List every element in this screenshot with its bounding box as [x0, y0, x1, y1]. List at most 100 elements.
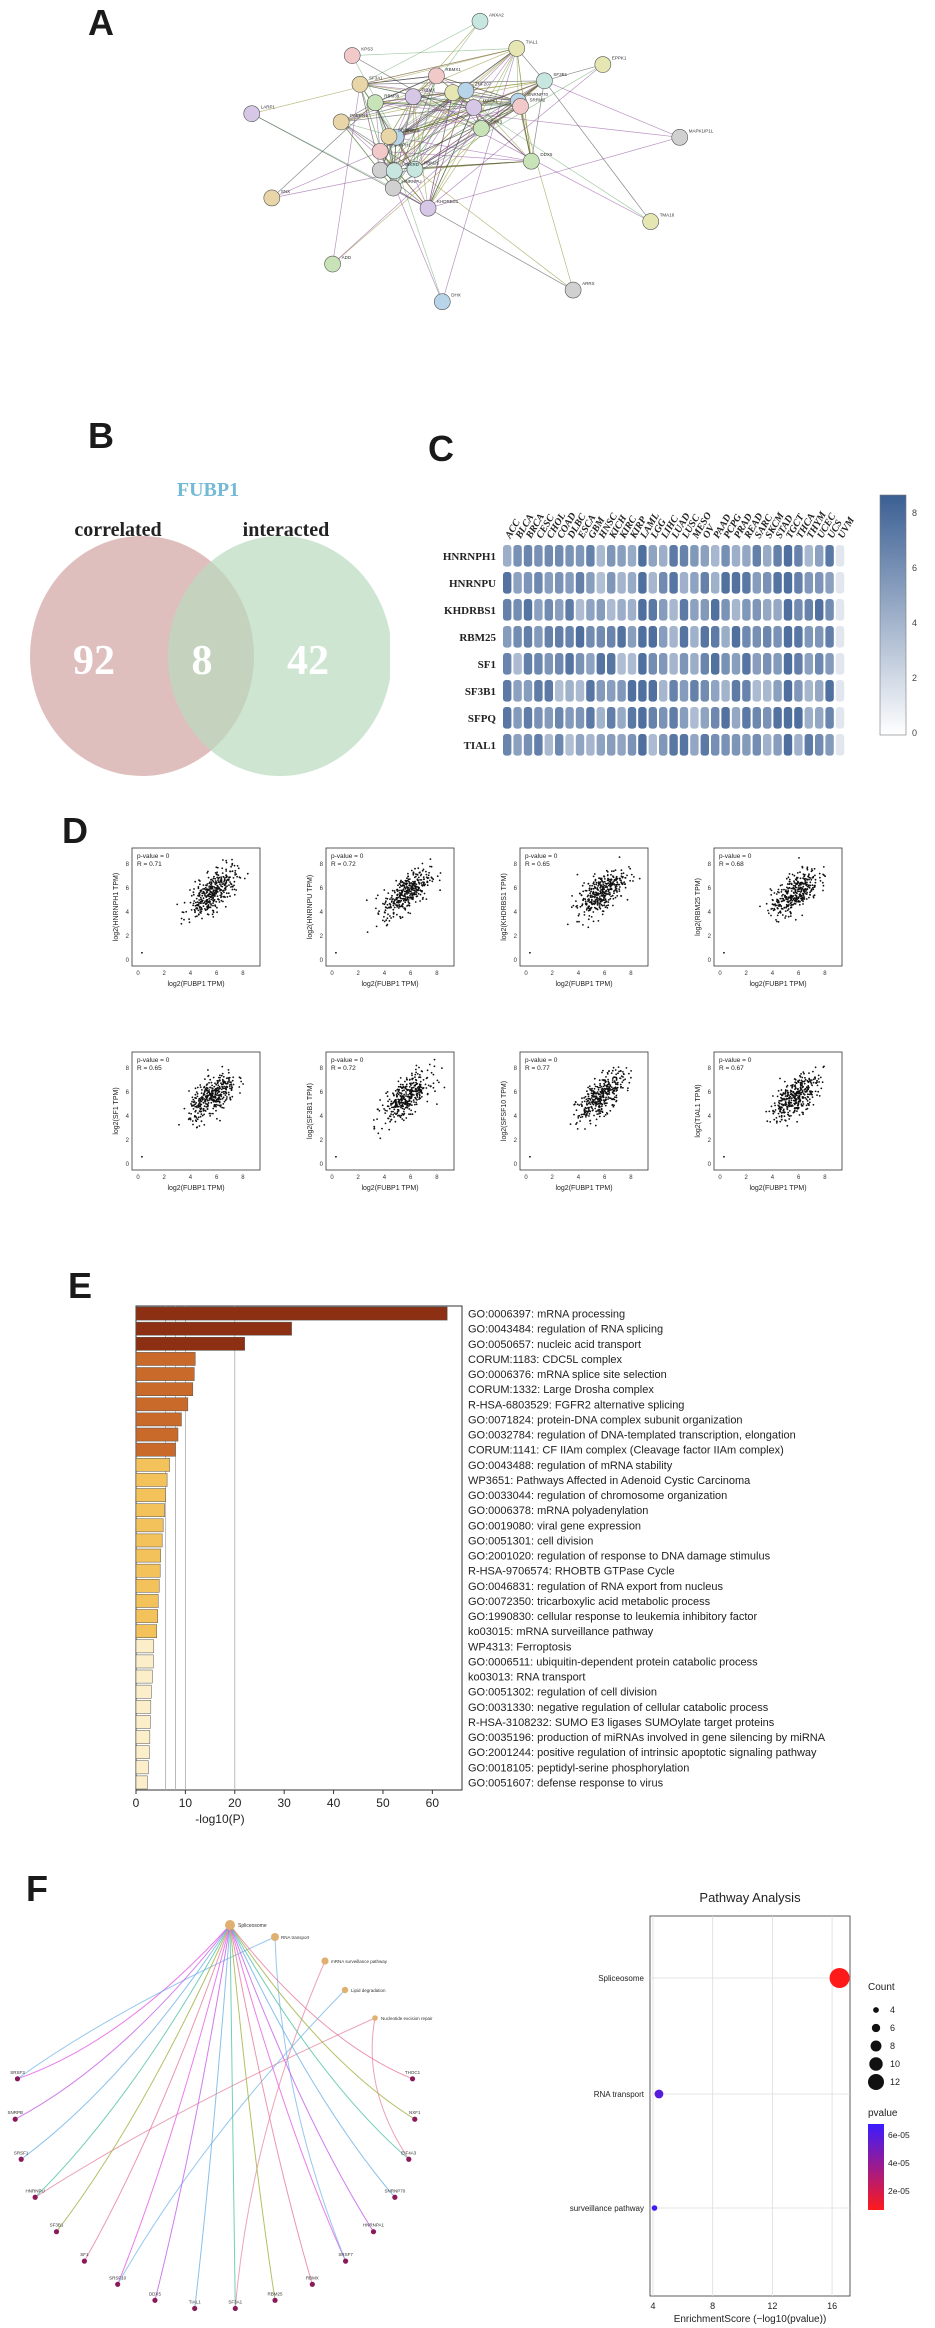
scatter-point — [813, 894, 816, 897]
heatmap-cell — [565, 734, 574, 756]
scatter-point — [412, 898, 414, 901]
scatter-point — [214, 890, 217, 893]
scatter-point — [405, 889, 408, 892]
network-node-label: SNX — [281, 189, 290, 194]
scatter-point — [397, 1093, 400, 1096]
scatter-point — [604, 890, 607, 893]
scatter-point — [194, 910, 196, 912]
scatter-point — [771, 898, 774, 901]
scatter-point — [786, 900, 789, 903]
scatter-point — [578, 913, 581, 915]
scatter-point — [412, 896, 414, 898]
scatter-point — [419, 879, 421, 881]
scatter-ytick: 2 — [708, 934, 712, 940]
scatter-point — [808, 887, 811, 889]
scatter-point — [816, 1094, 818, 1096]
scatter-point — [218, 1090, 221, 1093]
scatter-point — [605, 885, 607, 887]
scatter-point — [777, 1090, 780, 1092]
scatter-point — [200, 1110, 203, 1113]
scatter-point — [626, 874, 628, 877]
enrichment-term-label: GO:0051607: defense response to virus — [468, 1777, 664, 1789]
scatter-point — [214, 1091, 217, 1094]
scatter-point — [199, 1086, 202, 1088]
scatter-point — [410, 1096, 412, 1099]
scatter-point — [398, 882, 401, 885]
scatter-point — [210, 1081, 213, 1084]
scatter-point — [793, 887, 796, 890]
scatter-point — [806, 881, 808, 884]
scatter-point — [388, 920, 391, 922]
scatter-point — [602, 886, 605, 889]
scatter-point — [609, 893, 611, 895]
scatter-point — [373, 1128, 376, 1130]
scatter-point — [393, 901, 395, 904]
scatter-point — [615, 1094, 618, 1097]
scatter-point — [390, 1118, 393, 1121]
heatmap-cell — [607, 653, 616, 675]
scatter-point — [579, 1116, 582, 1119]
network-node-label: EPPK1 — [612, 56, 627, 61]
scatter-point — [803, 875, 805, 878]
scatter-point — [203, 1124, 206, 1126]
scatter-point — [615, 883, 618, 886]
scatter-point — [794, 1088, 796, 1090]
heatmap-cell — [700, 734, 709, 756]
scatter-point — [214, 882, 216, 884]
network-node — [594, 56, 612, 73]
scatter-point — [205, 1106, 208, 1108]
heatmap-cell — [555, 626, 564, 648]
network-edge — [427, 90, 467, 209]
scatter-point — [595, 1092, 598, 1095]
heatmap-cell — [690, 626, 699, 648]
heatmap-cell — [679, 734, 689, 756]
scatter-point — [204, 1078, 206, 1080]
scatter-point — [418, 1087, 421, 1089]
scatter-point — [586, 1114, 588, 1116]
scatter-point — [219, 1105, 222, 1108]
scatter-point — [802, 1071, 805, 1073]
legend-count-dot — [873, 2007, 879, 2013]
scatter-point — [599, 1084, 601, 1087]
scatter-point — [790, 1097, 793, 1100]
scatter-point — [392, 904, 395, 907]
scatter-point — [416, 1073, 419, 1075]
scatter-plot: p-value = 0R = 0.770022446688log2(FUBP1 … — [501, 1051, 649, 1192]
scatter-point — [233, 888, 236, 891]
scatter-point — [401, 894, 404, 897]
scatter-point — [618, 877, 621, 880]
scatter-point — [773, 1118, 776, 1121]
scatter-point — [194, 915, 197, 918]
bar-xtick-label: 40 — [327, 1796, 341, 1810]
scatter-point — [199, 883, 201, 886]
scatter-point — [796, 876, 799, 879]
scatter-point — [208, 1090, 210, 1093]
scatter-point — [405, 1083, 408, 1086]
scatter-xlabel: log2(FUBP1 TPM) — [749, 981, 806, 988]
scatter-ytick: 6 — [126, 1090, 130, 1096]
heatmap-cell — [773, 653, 782, 675]
legend-count-dot — [870, 2040, 882, 2052]
scatter-point — [607, 893, 610, 895]
scatter-point — [218, 881, 221, 884]
network-node-label: SRSF3 — [405, 128, 420, 133]
scatter-point — [216, 866, 219, 869]
heatmap-cell — [648, 572, 657, 594]
scatter-point — [802, 897, 805, 900]
scatter-point — [203, 891, 205, 894]
heatmap-cell — [711, 626, 720, 648]
scatter-point — [789, 1091, 792, 1093]
scatter-point — [797, 897, 800, 900]
scatter-point — [578, 1104, 581, 1106]
scatter-point — [627, 1087, 629, 1089]
heatmap-cell — [804, 653, 813, 675]
venn-diagram: FUBP1 correlated interacted 92 8 42 — [30, 479, 390, 776]
enrichment-term-label: GO:0033044: regulation of chromosome org… — [468, 1490, 727, 1502]
heatmap-cell — [763, 599, 772, 621]
scatter-point — [223, 877, 226, 879]
scatter-point — [810, 1082, 813, 1085]
enrichment-term-label: GO:0019080: viral gene expression — [468, 1520, 641, 1532]
scatter-point — [792, 895, 794, 898]
scatter-point — [574, 1103, 576, 1106]
scatter-point — [425, 1077, 428, 1080]
